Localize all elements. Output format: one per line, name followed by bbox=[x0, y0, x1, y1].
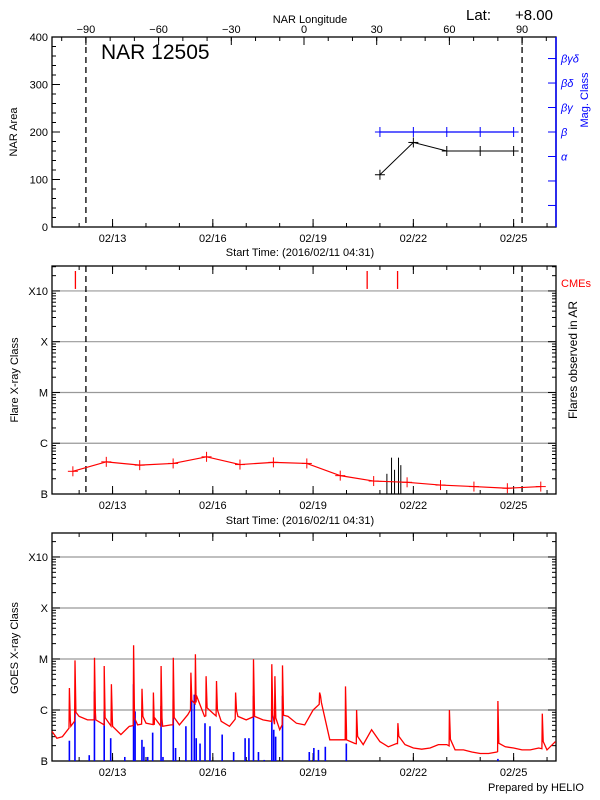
x-tick-label: 02/25 bbox=[500, 500, 528, 512]
y-axis-label: NAR Area bbox=[8, 107, 20, 157]
x-axis-label: Start Time: (2016/02/11 04:31) bbox=[226, 515, 374, 527]
y-tick-label: B bbox=[41, 756, 48, 768]
right-axis-label: Flares observed in AR bbox=[566, 301, 580, 419]
right-axis-label: Mag. Class bbox=[579, 72, 591, 128]
y-axis-label: GOES X-ray Class bbox=[9, 602, 21, 694]
right-tick-label: βδ bbox=[560, 78, 574, 90]
top-tick-label: −60 bbox=[149, 24, 168, 36]
x-tick-label: 02/19 bbox=[299, 233, 327, 245]
x-tick-label: 02/16 bbox=[199, 500, 227, 512]
nar-area-panel: NAR Longitude Lat: +8.00 NAR 12505 NAR A… bbox=[8, 7, 591, 259]
top-tick-label: 60 bbox=[443, 24, 455, 36]
y-tick-label: X10 bbox=[28, 286, 48, 298]
y-tick-label: M bbox=[39, 387, 48, 399]
top-tick-label: 30 bbox=[371, 24, 383, 36]
top-axis-label: NAR Longitude bbox=[273, 14, 348, 26]
latitude-value: +8.00 bbox=[515, 7, 553, 24]
panel-title: NAR 12505 bbox=[101, 41, 210, 64]
x-tick-label: 02/22 bbox=[400, 500, 428, 512]
x-tick-label: 02/13 bbox=[99, 233, 127, 245]
top-tick-label: −90 bbox=[77, 24, 96, 36]
goes-xray-panel: GOES X-ray Class 02/13 02/16 02/19 02/22 02/… bbox=[9, 532, 557, 779]
y-tick-label: C bbox=[40, 705, 48, 717]
y-tick-label: 300 bbox=[30, 80, 48, 92]
y-tick-label: M bbox=[39, 654, 48, 666]
right-tick-label: α bbox=[561, 151, 568, 163]
x-tick-label: 02/19 bbox=[299, 767, 327, 779]
x-tick-label: 02/19 bbox=[299, 500, 327, 512]
x-tick-label: 02/16 bbox=[199, 767, 227, 779]
right-tick-label: β bbox=[560, 127, 568, 139]
x-tick-label: 02/13 bbox=[99, 767, 127, 779]
plot-frame bbox=[51, 265, 557, 495]
top-tick-label: −30 bbox=[222, 24, 241, 36]
y-tick-label: X bbox=[41, 337, 49, 349]
y-axis-label: Flare X-ray Class bbox=[9, 337, 21, 422]
latitude-label: Lat: bbox=[466, 7, 491, 24]
top-tick-label: 0 bbox=[301, 24, 307, 36]
cme-label: CMEs bbox=[561, 278, 591, 290]
y-tick-label: 200 bbox=[30, 127, 48, 139]
x-tick-label: 02/22 bbox=[400, 233, 428, 245]
right-tick-label: βγ bbox=[560, 103, 574, 115]
flare-class-panel: Flare X-ray Class Flares observed in AR … bbox=[9, 265, 591, 527]
x-tick-label: 02/22 bbox=[400, 767, 428, 779]
y-tick-label: 100 bbox=[30, 175, 48, 187]
y-tick-label: 0 bbox=[42, 222, 48, 234]
y-tick-label: X10 bbox=[28, 552, 48, 564]
footer-credit: Prepared by HELIO bbox=[488, 782, 584, 794]
top-tick-label: 90 bbox=[516, 24, 528, 36]
x-tick-label: 02/16 bbox=[199, 233, 227, 245]
goes-long-line bbox=[51, 645, 556, 755]
x-axis-label: Start Time: (2016/02/11 04:31) bbox=[226, 247, 374, 259]
x-tick-label: 02/13 bbox=[99, 500, 127, 512]
y-tick-label: X bbox=[41, 603, 49, 615]
right-tick-label: βγδ bbox=[560, 54, 580, 66]
y-tick-label: C bbox=[40, 438, 48, 450]
y-tick-label: 400 bbox=[30, 32, 48, 44]
x-tick-label: 02/25 bbox=[500, 233, 528, 245]
y-tick-label: B bbox=[41, 489, 48, 501]
plot-frame bbox=[51, 532, 557, 762]
x-tick-label: 02/25 bbox=[500, 767, 528, 779]
